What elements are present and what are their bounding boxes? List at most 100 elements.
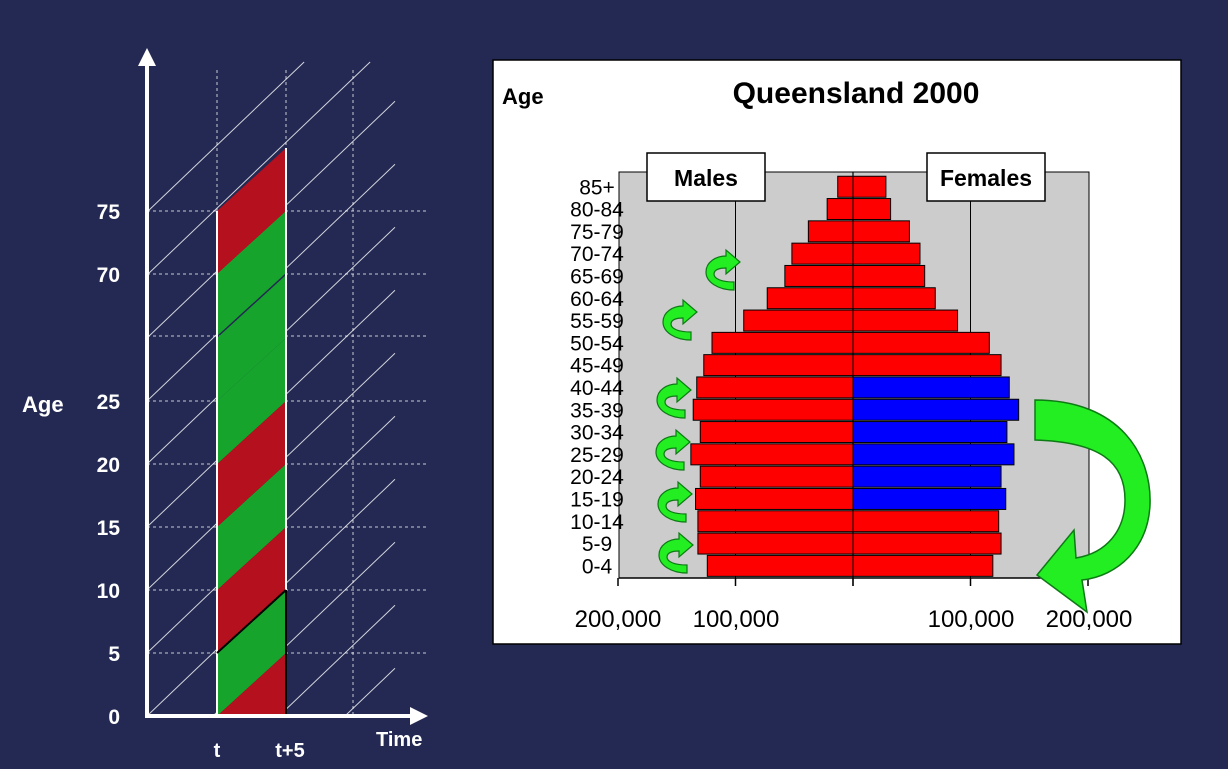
age-group-label-5-9: 5-9 xyxy=(582,533,612,556)
bar-male-30-34 xyxy=(699,421,854,444)
pyramid-bars xyxy=(690,175,1020,577)
lexis-y-tick-labels: 0 5 10 15 20 25 70 75 xyxy=(97,201,121,729)
aging-arrows xyxy=(655,248,741,574)
age-group-label-75-79: 75-79 xyxy=(570,221,624,244)
bar-male-0-4 xyxy=(706,554,854,577)
age-group-label-60-64: 60-64 xyxy=(570,288,624,311)
age-group-label-55-59: 55-59 xyxy=(570,310,624,333)
aging-arrow-icon xyxy=(656,376,692,419)
bar-male-55-59 xyxy=(743,309,854,332)
bar-female-15-19 xyxy=(852,487,1007,510)
age-group-label-85+: 85+ xyxy=(579,176,615,199)
lexis-x-tick-t: t xyxy=(214,740,221,762)
bar-female-60-64 xyxy=(852,287,936,310)
bar-female-5-9 xyxy=(852,532,1002,555)
bar-female-10-14 xyxy=(852,510,1000,533)
age-group-label-40-44: 40-44 xyxy=(570,377,624,400)
x-tick-label-males-100k: 100,000 xyxy=(693,606,780,633)
aging-arrow-icon xyxy=(657,480,693,523)
lexis-cohort-bands xyxy=(216,148,287,716)
bar-female-70-74 xyxy=(852,242,921,265)
lexis-cohort-band xyxy=(217,210,286,336)
age-group-label-15-19: 15-19 xyxy=(570,488,624,511)
lexis-cohort-band xyxy=(217,590,286,716)
births-arrow-icon xyxy=(1034,399,1151,614)
lexis-y-tick-label: 25 xyxy=(97,391,121,414)
legend-females-label: Females xyxy=(940,165,1032,191)
aging-arrow-icon xyxy=(662,298,698,341)
age-group-label-45-49: 45-49 xyxy=(570,355,624,378)
bar-male-80-84 xyxy=(826,198,854,221)
lexis-cohort-band xyxy=(217,464,286,590)
pyramid-title: Queensland 2000 xyxy=(733,77,980,110)
aging-arrow-icon xyxy=(655,428,691,471)
bar-male-60-64 xyxy=(766,287,854,310)
bar-male-50-54 xyxy=(711,331,854,354)
lexis-y-axis-label: Age xyxy=(22,392,64,417)
legend-females: Females xyxy=(926,152,1046,202)
lexis-cohort-band xyxy=(217,148,286,274)
bar-female-85+ xyxy=(852,175,887,198)
age-group-label-70-74: 70-74 xyxy=(570,243,624,266)
age-group-label-10-14: 10-14 xyxy=(570,511,624,534)
lexis-lifeline xyxy=(146,61,305,213)
lexis-cohort-band xyxy=(217,401,286,527)
lexis-cohort-band xyxy=(217,527,286,653)
age-group-label-20-24: 20-24 xyxy=(570,466,624,489)
bar-female-0-4 xyxy=(852,554,994,577)
age-group-label-80-84: 80-84 xyxy=(570,199,624,222)
bar-male-70-74 xyxy=(791,242,854,265)
lexis-cohort-band xyxy=(217,275,286,401)
x-tick-label-females-200k: 200,000 xyxy=(1046,606,1133,633)
bar-female-55-59 xyxy=(852,309,959,332)
bar-male-45-49 xyxy=(703,354,854,377)
lexis-x-axis-label: Time xyxy=(376,729,422,751)
pyramid-x-ticks xyxy=(617,578,1089,586)
lexis-y-tick-label: 5 xyxy=(108,643,120,666)
lexis-y-tick-label: 15 xyxy=(97,517,121,540)
age-group-label-35-39: 35-39 xyxy=(570,399,624,422)
bar-male-20-24 xyxy=(699,465,854,488)
age-group-label-25-29: 25-29 xyxy=(570,444,624,467)
bar-female-75-79 xyxy=(852,220,910,243)
bar-female-25-29 xyxy=(852,443,1015,466)
lexis-y-tick-label: 70 xyxy=(97,264,120,287)
lexis-lifeline xyxy=(278,604,396,717)
age-group-label-30-34: 30-34 xyxy=(570,422,624,445)
pyramid-age-label: Age xyxy=(502,84,544,109)
aging-arrow-icon xyxy=(658,531,694,574)
lexis-cohort-band xyxy=(217,338,286,464)
pyramid-age-group-labels: 0-45-910-1415-1920-2425-2930-3435-3940-4… xyxy=(570,176,624,578)
bar-female-50-54 xyxy=(852,331,990,354)
age-group-label-65-69: 65-69 xyxy=(570,265,624,288)
age-group-label-0-4: 0-4 xyxy=(582,555,613,578)
x-tick-label-females-100k: 100,000 xyxy=(928,606,1015,633)
bar-male-40-44 xyxy=(696,376,854,399)
aging-arrow-icon xyxy=(705,248,741,291)
lexis-y-tick-label: 20 xyxy=(97,454,120,477)
lexis-x-tick-t-plus-5: t+5 xyxy=(275,740,304,762)
bar-female-80-84 xyxy=(852,198,892,221)
bar-male-35-39 xyxy=(692,398,854,421)
bar-female-40-44 xyxy=(852,376,1010,399)
lexis-lifeline xyxy=(146,61,371,276)
lexis-y-tick-label: 75 xyxy=(97,201,121,224)
lexis-y-tick-label: 10 xyxy=(97,580,120,603)
legend-males-label: Males xyxy=(674,165,738,191)
lexis-y-axis-arrowhead xyxy=(138,48,156,66)
bar-male-85+ xyxy=(837,175,854,198)
bar-male-5-9 xyxy=(697,532,854,555)
bar-female-45-49 xyxy=(852,354,1002,377)
bar-female-20-24 xyxy=(852,465,1002,488)
lexis-lifeline xyxy=(344,667,396,717)
bar-female-30-34 xyxy=(852,421,1008,444)
bar-female-35-39 xyxy=(852,398,1020,421)
x-tick-label-males-200k: 200,000 xyxy=(575,606,662,633)
bar-male-75-79 xyxy=(807,220,854,243)
lexis-diagram: 0 5 10 15 20 25 70 75 Age Time t t+5 xyxy=(22,48,428,762)
bar-male-65-69 xyxy=(784,264,854,287)
bar-female-65-69 xyxy=(852,264,926,287)
lexis-x-axis-arrowhead xyxy=(410,707,428,725)
bar-male-10-14 xyxy=(697,510,854,533)
lexis-cohort-line xyxy=(216,589,287,654)
